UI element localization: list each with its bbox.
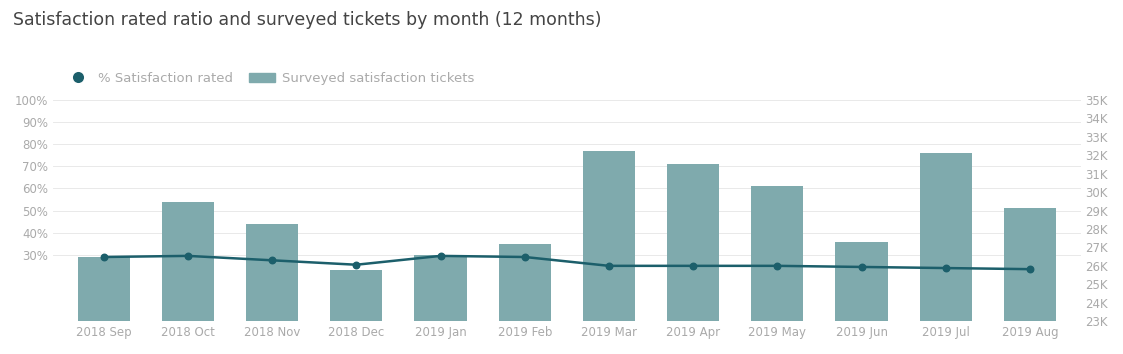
Point xyxy=(937,265,955,271)
Point xyxy=(431,253,449,259)
Point xyxy=(94,254,112,260)
Point xyxy=(515,254,533,260)
Bar xyxy=(162,202,214,321)
Bar xyxy=(499,244,551,321)
Bar xyxy=(246,224,299,321)
Point xyxy=(768,263,786,269)
Point xyxy=(263,257,281,263)
Point xyxy=(347,262,365,268)
Point xyxy=(1021,266,1039,272)
Bar xyxy=(920,153,971,321)
Point xyxy=(179,253,197,259)
Bar xyxy=(1004,209,1056,321)
Bar xyxy=(836,241,887,321)
Bar xyxy=(583,151,636,321)
Point xyxy=(684,263,702,269)
Bar xyxy=(751,186,803,321)
Bar xyxy=(414,255,467,321)
Point xyxy=(852,264,870,270)
Text: Satisfaction rated ratio and surveyed tickets by month (12 months): Satisfaction rated ratio and surveyed ti… xyxy=(13,11,602,29)
Bar xyxy=(667,164,720,321)
Bar xyxy=(77,257,130,321)
Legend: % Satisfaction rated, Surveyed satisfaction tickets: % Satisfaction rated, Surveyed satisfact… xyxy=(60,67,480,90)
Point xyxy=(600,263,618,269)
Bar xyxy=(330,270,383,321)
